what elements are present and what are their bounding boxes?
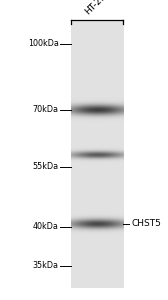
- Text: 70kDa: 70kDa: [33, 105, 59, 114]
- Text: CHST5: CHST5: [131, 219, 161, 228]
- Text: 35kDa: 35kDa: [33, 261, 59, 270]
- Text: HT-29: HT-29: [83, 0, 108, 16]
- Text: 40kDa: 40kDa: [33, 222, 59, 231]
- Text: 55kDa: 55kDa: [33, 162, 59, 171]
- Text: 100kDa: 100kDa: [28, 39, 59, 48]
